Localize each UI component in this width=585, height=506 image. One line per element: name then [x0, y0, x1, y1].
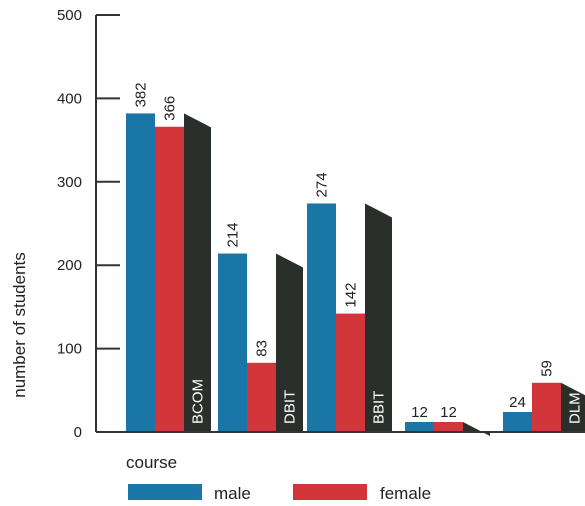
bar-female-dbit	[247, 362, 276, 432]
value-label-female-dbit: 83	[254, 340, 271, 357]
bars-layer: 382 366 BCOM 214 83 DBIT 274 142 BBIT 12 12 MDP 24 59…	[126, 82, 585, 436]
legend-label-male: male	[214, 484, 251, 503]
value-label-male-mdp: 12	[411, 404, 428, 421]
value-label-female-mdp: 12	[440, 404, 457, 421]
value-label-male-bcom: 382	[133, 82, 150, 107]
y-tick-label-500: 500	[57, 7, 82, 24]
category-label-bcom: BCOM	[190, 379, 207, 424]
legend-label-female: female	[380, 484, 431, 503]
x-axis-title: course	[126, 453, 177, 472]
category-label-mdp: MDP	[469, 391, 486, 424]
category-label-dlm: DLM	[567, 392, 584, 424]
legend-swatch-female	[293, 484, 367, 500]
bar-female-bcom	[155, 126, 184, 433]
category-label-bbit: BBIT	[371, 391, 388, 424]
legend-swatch-male	[128, 484, 202, 500]
y-tick-label-0: 0	[74, 424, 82, 441]
y-tick-label-400: 400	[57, 90, 82, 107]
y-tick-label-300: 300	[57, 174, 82, 191]
value-label-male-dlm: 24	[509, 394, 526, 411]
value-label-male-bbit: 274	[314, 172, 331, 197]
bar-female-mdp	[434, 421, 463, 432]
legend: male female	[128, 484, 431, 503]
value-label-female-bbit: 142	[343, 283, 360, 308]
axes-layer: 0 100 200 300 400 500	[57, 7, 585, 441]
category-label-dbit: DBIT	[282, 390, 299, 424]
category-block-dlm	[561, 382, 585, 432]
y-tick-label-100: 100	[57, 341, 82, 358]
bar-male-mdp	[405, 421, 434, 432]
bar-male-dlm	[503, 411, 532, 432]
category-block-bcom	[184, 113, 211, 433]
value-label-female-bcom: 366	[162, 96, 179, 121]
value-label-female-dlm: 59	[539, 360, 556, 377]
bar-female-dlm	[532, 382, 561, 432]
category-block-bbit	[365, 203, 392, 432]
category-block-dbit	[276, 253, 303, 432]
y-axis-title: number of students	[10, 252, 29, 398]
bar-male-bcom	[126, 113, 155, 433]
y-tick-label-200: 200	[57, 257, 82, 274]
bar-male-dbit	[218, 253, 247, 432]
bar-male-bbit	[307, 203, 336, 432]
value-label-male-dbit: 214	[225, 222, 242, 247]
bar-female-bbit	[336, 313, 365, 432]
